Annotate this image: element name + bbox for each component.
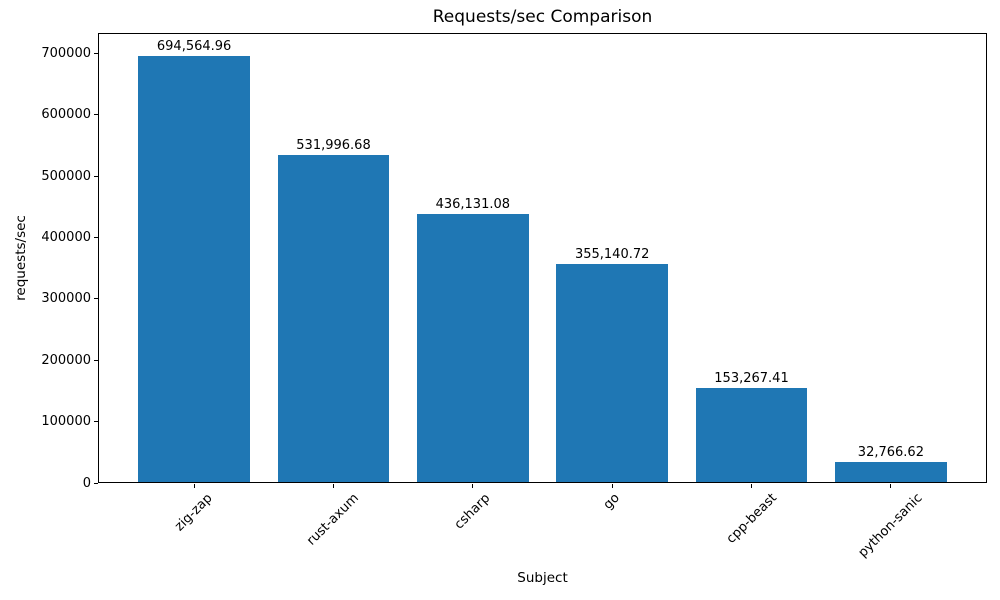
x-tick-mark	[890, 484, 892, 488]
x-axis-label: Subject	[517, 570, 568, 586]
bar-value-label: 153,267.41	[714, 370, 789, 386]
bar	[695, 387, 808, 482]
bar-value-label: 531,996.68	[296, 138, 371, 154]
bar-value-label: 694,564.96	[156, 38, 232, 54]
y-tick-mark	[94, 482, 98, 484]
x-tick-label: zig-zap	[172, 490, 216, 535]
x-tick-label: python-sanic	[855, 491, 926, 562]
x-tick-label: csharp	[451, 491, 494, 533]
y-tick-label: 200000	[41, 352, 91, 368]
y-tick-label: 500000	[41, 168, 91, 184]
x-tick-mark	[611, 484, 613, 488]
x-tick-mark	[193, 484, 195, 488]
y-tick-mark	[94, 52, 98, 54]
y-tick-mark	[94, 421, 98, 423]
y-tick-label: 600000	[41, 107, 91, 123]
y-tick-mark	[94, 298, 98, 300]
bar	[277, 155, 390, 482]
bar	[835, 461, 947, 482]
y-tick-label: 700000	[41, 45, 91, 61]
x-tick-label: rust-axum	[304, 491, 362, 549]
y-tick-mark	[94, 114, 98, 116]
bar-value-label: 32,766.62	[857, 444, 924, 460]
y-tick-mark	[94, 359, 98, 361]
y-axis-label: requests/sec	[13, 215, 29, 301]
x-tick-mark	[472, 484, 474, 488]
x-tick-label: cpp-beast	[723, 490, 780, 548]
chart-title: Requests/sec Comparison	[432, 7, 653, 27]
y-tick-label: 300000	[41, 291, 91, 307]
y-tick-mark	[94, 175, 98, 177]
y-tick-label: 0	[82, 475, 91, 491]
bar	[138, 55, 250, 482]
bar	[417, 214, 529, 482]
x-tick-mark	[751, 484, 752, 488]
x-tick-mark	[333, 484, 334, 488]
bar	[556, 264, 668, 482]
y-tick-label: 400000	[41, 229, 91, 245]
bar-value-label: 436,131.08	[435, 197, 511, 213]
y-tick-label: 100000	[41, 414, 91, 430]
bar-value-label: 355,140.72	[574, 247, 650, 262]
x-tick-label: go	[600, 490, 623, 513]
y-tick-mark	[94, 236, 98, 238]
